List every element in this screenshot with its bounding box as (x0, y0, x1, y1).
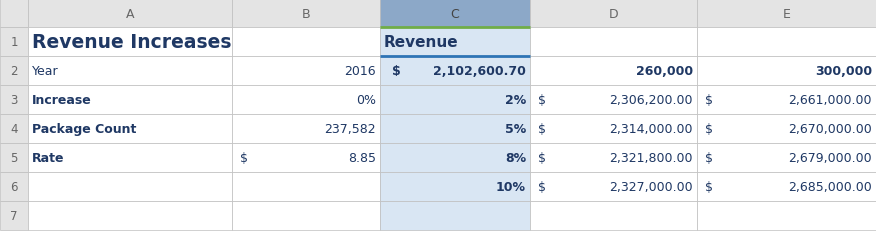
Bar (0, 115, 28, 143)
Bar (380, 57, 530, 86)
Text: $: $ (538, 94, 546, 106)
Text: 6: 6 (11, 180, 18, 193)
Text: 5%: 5% (505, 122, 526, 135)
Text: 2,661,000.00: 2,661,000.00 (788, 94, 872, 106)
Bar (28, 201, 232, 230)
Text: B: B (301, 7, 310, 20)
Text: 10%: 10% (496, 180, 526, 193)
Text: $: $ (705, 94, 713, 106)
Text: 8.85: 8.85 (348, 151, 376, 164)
Text: 3: 3 (11, 94, 18, 106)
Bar (28, 0, 232, 28)
Text: 1: 1 (11, 36, 18, 49)
Bar (380, 28, 530, 57)
Text: 300,000: 300,000 (815, 65, 872, 78)
Text: 2,102,600.70: 2,102,600.70 (433, 65, 526, 78)
Bar (0, 57, 28, 86)
Bar (232, 86, 380, 115)
Bar (28, 172, 232, 201)
Bar (530, 86, 697, 115)
Bar (232, 143, 380, 172)
Text: $: $ (392, 65, 400, 78)
Bar (697, 172, 876, 201)
Text: Increase: Increase (32, 94, 92, 106)
Text: 2,306,200.00: 2,306,200.00 (610, 94, 693, 106)
Bar (232, 28, 380, 57)
Bar (28, 57, 232, 86)
Text: $: $ (240, 151, 248, 164)
Bar (380, 86, 530, 115)
Bar (530, 143, 697, 172)
Bar (530, 0, 697, 28)
Text: Revenue Increases: Revenue Increases (32, 33, 231, 52)
Text: 2,314,000.00: 2,314,000.00 (610, 122, 693, 135)
Bar (697, 28, 876, 57)
Bar (0, 0, 28, 28)
Text: 8%: 8% (505, 151, 526, 164)
Text: 2,679,000.00: 2,679,000.00 (788, 151, 872, 164)
Text: 2: 2 (11, 65, 18, 78)
Text: E: E (782, 7, 790, 20)
Text: $: $ (705, 122, 713, 135)
Bar (0, 86, 28, 115)
Text: D: D (609, 7, 618, 20)
Text: 2,685,000.00: 2,685,000.00 (788, 180, 872, 193)
Text: $: $ (538, 151, 546, 164)
Text: 2,670,000.00: 2,670,000.00 (788, 122, 872, 135)
Text: Rate: Rate (32, 151, 65, 164)
Bar (232, 172, 380, 201)
Bar (232, 0, 380, 28)
Bar (0, 201, 28, 230)
Bar (697, 115, 876, 143)
Bar (380, 115, 530, 143)
Bar (28, 86, 232, 115)
Bar (232, 201, 380, 230)
Text: 2%: 2% (505, 94, 526, 106)
Bar (697, 86, 876, 115)
Bar (28, 143, 232, 172)
Text: 7: 7 (11, 209, 18, 222)
Bar (0, 143, 28, 172)
Text: C: C (450, 7, 459, 20)
Text: 4: 4 (11, 122, 18, 135)
Text: 2,327,000.00: 2,327,000.00 (610, 180, 693, 193)
Text: Year: Year (32, 65, 59, 78)
Bar (380, 201, 530, 230)
Bar (28, 28, 232, 57)
Text: 2016: 2016 (344, 65, 376, 78)
Bar (530, 57, 697, 86)
Bar (530, 115, 697, 143)
Text: 260,000: 260,000 (636, 65, 693, 78)
Bar (697, 143, 876, 172)
Text: Revenue: Revenue (384, 35, 459, 50)
Text: 5: 5 (11, 151, 18, 164)
Bar (697, 201, 876, 230)
Text: 0%: 0% (356, 94, 376, 106)
Text: $: $ (538, 122, 546, 135)
Bar (0, 28, 28, 57)
Bar (0, 172, 28, 201)
Text: 237,582: 237,582 (324, 122, 376, 135)
Bar (530, 172, 697, 201)
Bar (28, 115, 232, 143)
Bar (697, 0, 876, 28)
Text: 2,321,800.00: 2,321,800.00 (610, 151, 693, 164)
Text: $: $ (538, 180, 546, 193)
Bar (530, 28, 697, 57)
Bar (380, 0, 530, 28)
Bar (380, 143, 530, 172)
Text: $: $ (705, 151, 713, 164)
Bar (380, 172, 530, 201)
Bar (232, 115, 380, 143)
Text: $: $ (705, 180, 713, 193)
Bar (232, 57, 380, 86)
Text: Package Count: Package Count (32, 122, 137, 135)
Text: A: A (126, 7, 134, 20)
Bar (530, 201, 697, 230)
Bar (697, 57, 876, 86)
